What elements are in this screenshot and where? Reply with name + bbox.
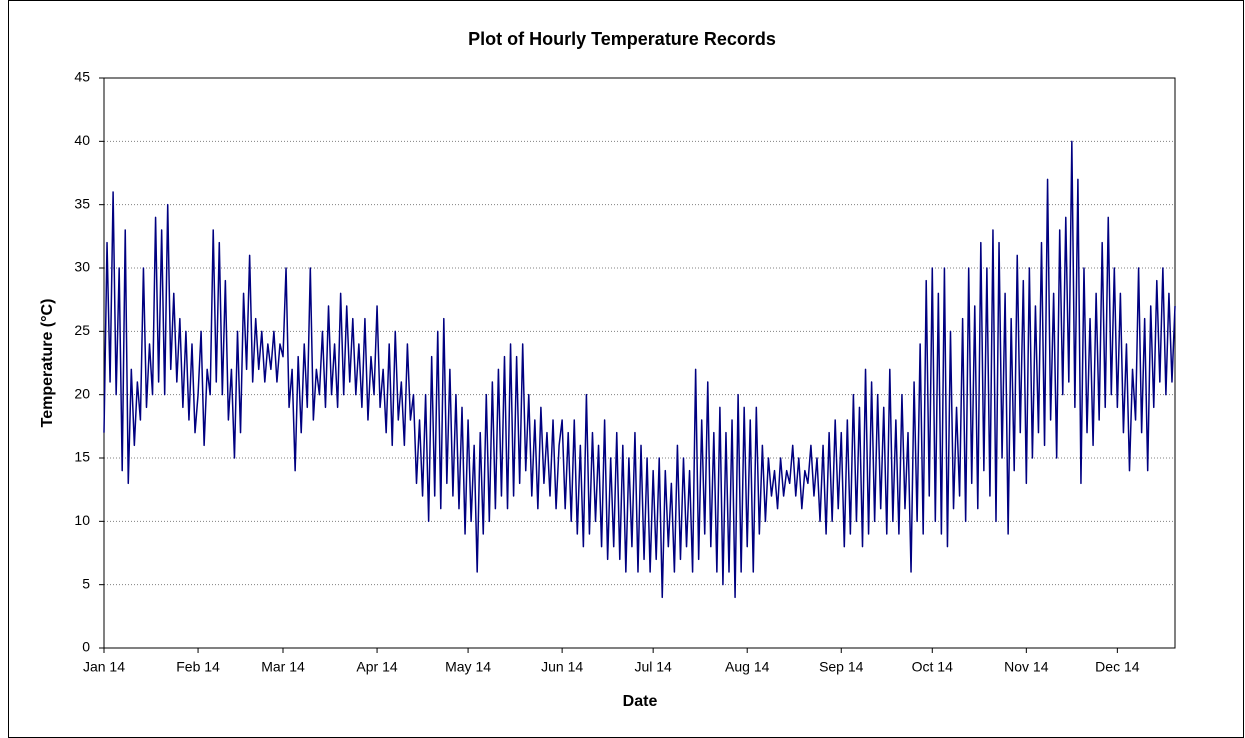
x-tick-label: Sep 14 [819, 659, 864, 675]
x-tick-label: Nov 14 [1004, 659, 1049, 675]
chart-title: Plot of Hourly Temperature Records [468, 29, 776, 49]
x-tick-label: Apr 14 [356, 659, 397, 675]
x-tick-label: Mar 14 [261, 659, 305, 675]
x-tick-label: Feb 14 [176, 659, 220, 675]
y-tick-label: 0 [82, 639, 90, 655]
x-tick-label: Jan 14 [83, 659, 125, 675]
x-tick-label: Oct 14 [912, 659, 953, 675]
y-tick-label: 20 [74, 385, 90, 401]
y-tick-label: 5 [82, 575, 90, 591]
y-tick-label: 25 [74, 322, 90, 338]
x-tick-label: Aug 14 [725, 659, 770, 675]
x-axis-label: Date [623, 693, 658, 710]
plot-area [103, 77, 1176, 649]
y-tick-label: 35 [74, 195, 90, 211]
y-tick-label: 45 [74, 69, 90, 85]
y-tick-label: 15 [74, 449, 90, 465]
y-axis-label: Temperature (°C) [39, 299, 56, 428]
y-tick-label: 40 [74, 132, 90, 148]
x-tick-label: Dec 14 [1095, 659, 1140, 675]
x-tick-label: Jun 14 [541, 659, 583, 675]
x-tick-label: Jul 14 [634, 659, 672, 675]
x-tick-label: May 14 [445, 659, 491, 675]
temperature-line [103, 140, 1176, 599]
y-tick-label: 10 [74, 512, 90, 528]
y-tick-label: 30 [74, 259, 90, 275]
